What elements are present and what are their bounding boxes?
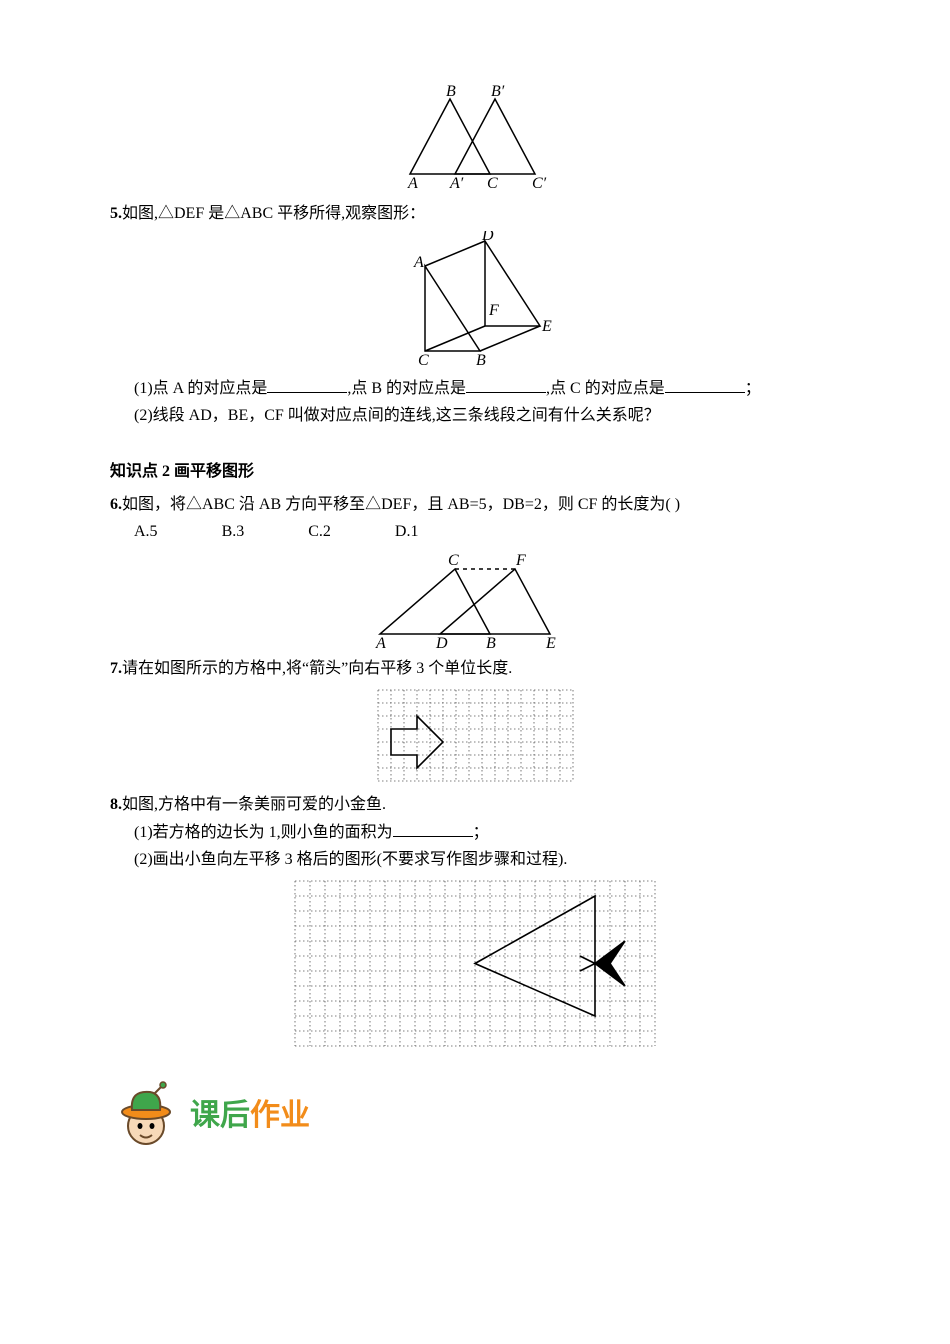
q7-stem: 请在如图所示的方格中,将“箭头”向右平移 3 个单位长度.: [122, 660, 512, 677]
q6-options: A.5 B.3 C.2 D.1: [110, 518, 840, 545]
option-B[interactable]: B.3: [222, 518, 245, 545]
fig-q7-grid: [374, 686, 577, 785]
label-C: C: [487, 175, 498, 192]
option-C[interactable]: C.2: [308, 518, 331, 545]
figure-two-triangles: A A′ B B′ C C′: [110, 84, 840, 194]
label-B: B: [486, 635, 496, 649]
q5-part1: (1)点 A 的对应点是 ,点 B 的对应点是 ,点 C 的对应点是 ；: [110, 375, 840, 402]
option-A[interactable]: A.5: [134, 518, 158, 545]
q5-prefix: 5.: [110, 205, 122, 222]
q8-part1: (1)若方格的边长为 1,则小鱼的面积为 ；: [110, 819, 840, 846]
label-Cprime: C′: [532, 175, 547, 192]
section-banner-homework: 课后作业: [110, 1080, 840, 1152]
q8-p1-end: ；: [473, 824, 489, 841]
q8-stem: 如图,方格中有一条美丽可爱的小金鱼.: [122, 796, 386, 813]
blank[interactable]: [466, 376, 546, 393]
blank[interactable]: [267, 376, 347, 393]
label-A: A: [413, 254, 424, 271]
fig-q5-svg: A B C D E F: [390, 231, 560, 371]
label-F: F: [488, 302, 499, 319]
question-8: 8.如图,方格中有一条美丽可爱的小金鱼. (1)若方格的边长为 1,则小鱼的面积…: [110, 791, 840, 1050]
label-A: A: [375, 635, 386, 649]
question-5: 5.如图,△DEF 是△ABC 平移所得,观察图形： A B C D E F (…: [110, 200, 840, 430]
label-B: B: [446, 84, 456, 100]
fig-two-triangles-svg: A A′ B B′ C C′: [390, 84, 560, 194]
fig-q6-svg: A D B E C F: [360, 549, 590, 649]
label-B: B: [476, 352, 486, 369]
q5-p1-c: ,点 C 的对应点是: [546, 380, 665, 397]
option-D[interactable]: D.1: [395, 518, 419, 545]
label-C: C: [448, 552, 459, 569]
q5-p1-b: ,点 B 的对应点是: [347, 380, 466, 397]
label-E: E: [545, 635, 556, 649]
label-F: F: [515, 552, 526, 569]
label-A: A: [407, 175, 418, 192]
question-6: 6.如图，将△ABC 沿 AB 方向平移至△DEF，且 AB=5，DB=2，则 …: [110, 491, 840, 649]
label-D: D: [481, 231, 494, 244]
label-E: E: [541, 318, 552, 335]
question-7: 7.请在如图所示的方格中,将“箭头”向右平移 3 个单位长度.: [110, 655, 840, 785]
q5-p1-end: ；: [745, 380, 761, 397]
label-Bprime: B′: [491, 84, 505, 100]
label-C: C: [418, 352, 429, 369]
q5-p1-a: (1)点 A 的对应点是: [134, 380, 267, 397]
q7-prefix: 7.: [110, 660, 122, 677]
q8-p1-a: (1)若方格的边长为 1,则小鱼的面积为: [134, 824, 393, 841]
label-D: D: [435, 635, 448, 649]
heading-knowledge-2: 知识点 2 画平移图形: [110, 458, 840, 485]
q5-stem: 如图,△DEF 是△ABC 平移所得,观察图形：: [122, 205, 425, 222]
q6-stem: 如图，将△ABC 沿 AB 方向平移至△DEF，且 AB=5，DB=2，则 CF…: [122, 496, 680, 513]
blank[interactable]: [393, 820, 473, 837]
mascot-icon: [110, 1080, 182, 1152]
q8-prefix: 8.: [110, 796, 122, 813]
label-Aprime: A′: [449, 175, 464, 192]
q8-part2: (2)画出小鱼向左平移 3 格后的图形(不要求写作图步骤和过程).: [110, 846, 840, 873]
banner-text-2: 作业: [250, 1099, 310, 1132]
fig-q8-grid: [291, 877, 659, 1050]
banner-text-1: 课后: [190, 1099, 250, 1132]
q6-prefix: 6.: [110, 496, 122, 513]
q5-part2: (2)线段 AD，BE，CF 叫做对应点间的连线,这三条线段之间有什么关系呢？: [110, 402, 840, 429]
blank[interactable]: [665, 376, 745, 393]
